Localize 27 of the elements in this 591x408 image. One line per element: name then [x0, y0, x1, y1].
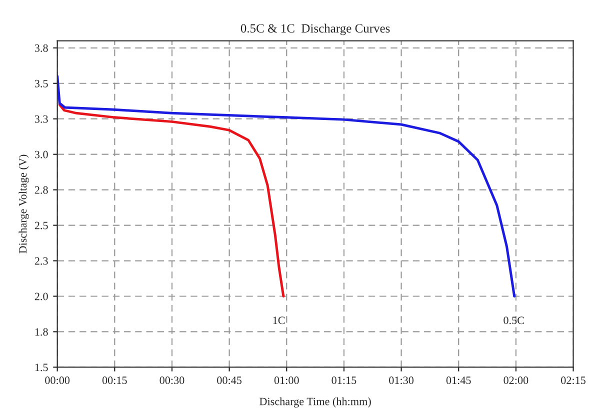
y-tick-label: 3.8	[34, 44, 48, 52]
series-label: 1C	[273, 316, 285, 324]
y-tick-label: 1.8	[35, 328, 48, 336]
chart-title: 0.5C & 1C Discharge Curves	[240, 24, 390, 36]
line-series	[57, 75, 516, 298]
y-axis-title: Discharge Voltage (V)	[18, 154, 29, 254]
y-tick-label: 3.3	[34, 115, 48, 123]
y-tick-label: 3.5	[34, 80, 48, 88]
x-tick-label: 00:45	[217, 376, 242, 384]
x-tick-label: 01:30	[389, 376, 414, 384]
y-tick-label: 3.0	[34, 150, 48, 158]
x-tick-label: 00:15	[102, 376, 127, 384]
x-axis-title: Discharge Time (hh:mm)	[260, 397, 371, 408]
x-tick-label: 02:15	[561, 376, 586, 384]
x-tick-label: 01:45	[446, 376, 471, 384]
line-series	[58, 103, 285, 298]
y-tick-label: 2.8	[34, 186, 48, 194]
x-tick-label: 00:30	[160, 376, 184, 384]
y-tick-label: 1.5	[35, 364, 48, 372]
y-tick-label: 2.0	[34, 292, 48, 300]
text: 0.5C	[504, 316, 524, 324]
x-tick-label: 00:00	[45, 376, 70, 384]
y-tick-label: 2.3	[34, 257, 48, 265]
x-tick-label: 02:00	[504, 376, 528, 384]
x-tick-label: 01:15	[332, 376, 356, 384]
y-tick-label: 2.5	[34, 222, 48, 230]
x-tick-label: 01:00	[274, 376, 299, 384]
